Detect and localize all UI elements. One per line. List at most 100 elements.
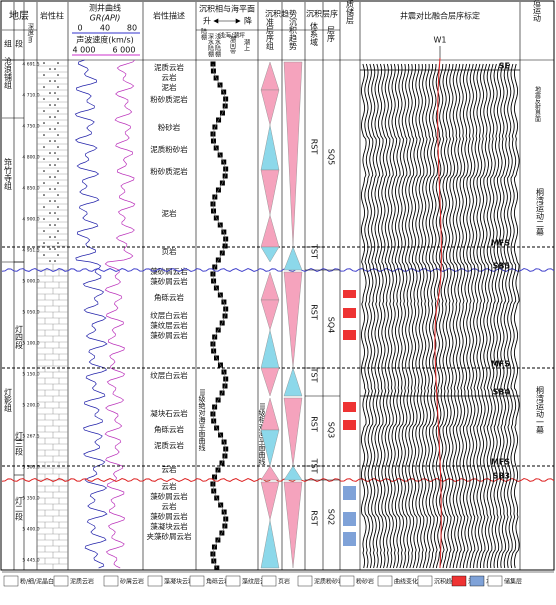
label: 纹层白云岩 [150, 370, 188, 380]
seismic-trace [462, 63, 469, 569]
label: SE [499, 62, 510, 71]
label: 5 100.0 [22, 341, 39, 347]
legend-swatch [469, 575, 485, 587]
seismic-trace [442, 63, 449, 569]
label: TST [310, 367, 319, 383]
label: 地层 [9, 9, 29, 22]
seismic-trace [391, 63, 398, 569]
lith-dot [49, 128, 51, 130]
trend-triangle [260, 429, 280, 467]
label: 5 267.5 [22, 434, 39, 440]
seismic-trace [377, 63, 384, 569]
seismic-trace [476, 63, 483, 568]
label: 藻凝块云岩 [164, 578, 194, 586]
label: RST [310, 416, 319, 432]
label: 5 445.0 [22, 558, 39, 564]
lith-dot [49, 116, 51, 118]
label: 5 300.0 [22, 465, 39, 471]
trend-triangle [260, 89, 280, 126]
trend-triangle [260, 465, 280, 481]
label: 4 900.0 [22, 217, 39, 223]
lith-dot [43, 134, 45, 136]
label: MFS [491, 458, 510, 467]
trend-triangle [260, 61, 280, 91]
lith-dot [43, 254, 45, 256]
label: 藻砂屑云岩 [150, 491, 188, 501]
label: 角砾云岩 [154, 424, 184, 434]
seismic-trace [418, 63, 425, 569]
label: 砂屑云岩 [120, 578, 144, 586]
label: 4 691.5 [22, 62, 39, 68]
lith-dot [43, 242, 45, 244]
seismic-trace [381, 63, 387, 569]
lith-dot [43, 110, 45, 112]
label: 藻砂屑云岩 [150, 511, 188, 521]
lith-dot [54, 260, 56, 262]
trend-triangle [260, 169, 280, 216]
label: 4 710.0 [22, 93, 39, 99]
label: 藻砂屑云岩 [150, 266, 188, 276]
lith-dot [54, 212, 56, 214]
trend-triangle [283, 246, 303, 271]
lith-dot [43, 170, 45, 172]
lith-dot [57, 206, 59, 208]
label: 储集层 [504, 578, 522, 586]
water-layer [343, 512, 356, 526]
label: 构造运动 [533, 0, 542, 23]
label: 沉积趋势 [289, 18, 298, 51]
seismic-trace [364, 63, 370, 569]
water-layer [343, 486, 356, 500]
label: 泥质云岩 [154, 440, 184, 450]
lith-dot [43, 230, 45, 232]
label: 灯二段 [15, 496, 24, 522]
label: RST [310, 510, 319, 526]
label: 角砾云岩 [206, 578, 230, 586]
lith-dot [49, 200, 51, 202]
label: 灯影组 [4, 387, 13, 412]
trend-triangle [260, 299, 280, 331]
label: 4 000 [73, 46, 96, 55]
log-curve [104, 59, 136, 569]
lith-dot [43, 98, 45, 100]
seismic-trace [473, 63, 479, 569]
trend-triangle [283, 465, 303, 481]
label: 地震反射界面 [534, 85, 541, 123]
label: 0 [77, 24, 82, 33]
lith-dot [54, 176, 56, 178]
lith-dot [57, 254, 59, 256]
trend-triangle [260, 519, 280, 569]
label: SQ5 [327, 149, 336, 165]
label: 页岩 [278, 578, 290, 586]
seismic-trace [405, 63, 411, 569]
label: TST [310, 458, 319, 474]
legend-swatch [53, 575, 69, 587]
label: 深水陆棚 [207, 32, 214, 58]
label: 粉砂岩 [356, 578, 374, 586]
lith-dot [57, 122, 59, 124]
label: 沉积趋势 [265, 9, 297, 19]
seismic-trace [388, 63, 394, 569]
label: 凝块石云岩 [150, 408, 188, 418]
seismic-trace [360, 63, 367, 569]
arrow [213, 18, 241, 24]
trend-triangle [283, 271, 303, 369]
label: 灯三段 [15, 431, 24, 457]
label: SQ4 [327, 317, 336, 333]
label: 云岩 [162, 481, 177, 491]
seismic-trace [432, 63, 438, 569]
label: MFS [491, 239, 510, 248]
seismic-trace [394, 63, 401, 569]
label: 岩性描述 [153, 11, 185, 21]
gas-layer [343, 402, 356, 412]
label: 粉砂岩 [158, 122, 181, 132]
lith-dot [43, 206, 45, 208]
label: 云岩 [162, 501, 177, 511]
label: 4 850.0 [22, 186, 39, 192]
lith-dot [57, 242, 59, 244]
seismic-trace [456, 63, 462, 569]
seismic-trace [371, 63, 377, 569]
lith-dot [43, 86, 45, 88]
lith-dot [49, 176, 51, 178]
lith-dot [54, 152, 56, 154]
water-layer [343, 532, 356, 546]
